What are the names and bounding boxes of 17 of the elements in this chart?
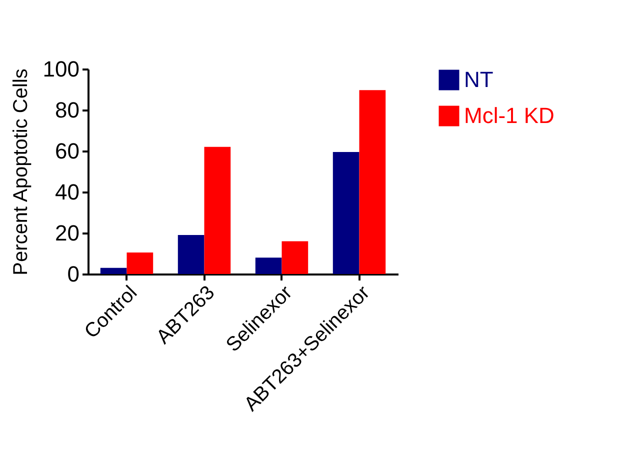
bar — [282, 241, 308, 274]
y-tick-label: 100 — [42, 56, 80, 82]
bar — [178, 235, 204, 274]
y-tick-label: 20 — [55, 220, 80, 246]
bar — [359, 90, 386, 274]
y-tick-label: 0 — [67, 262, 80, 286]
y-tick-label: 80 — [55, 98, 80, 122]
legend-label: Mcl-1 KD — [464, 103, 554, 128]
bar — [255, 258, 282, 274]
bar — [100, 268, 127, 274]
bar — [332, 152, 360, 274]
y-axis-title: Percent Apoptotic Cells — [10, 68, 32, 276]
bar — [204, 146, 231, 274]
y-tick-label: 60 — [55, 138, 80, 164]
y-tick-label: 40 — [55, 180, 80, 204]
bar — [126, 252, 154, 274]
legend-label: NT — [464, 67, 494, 92]
